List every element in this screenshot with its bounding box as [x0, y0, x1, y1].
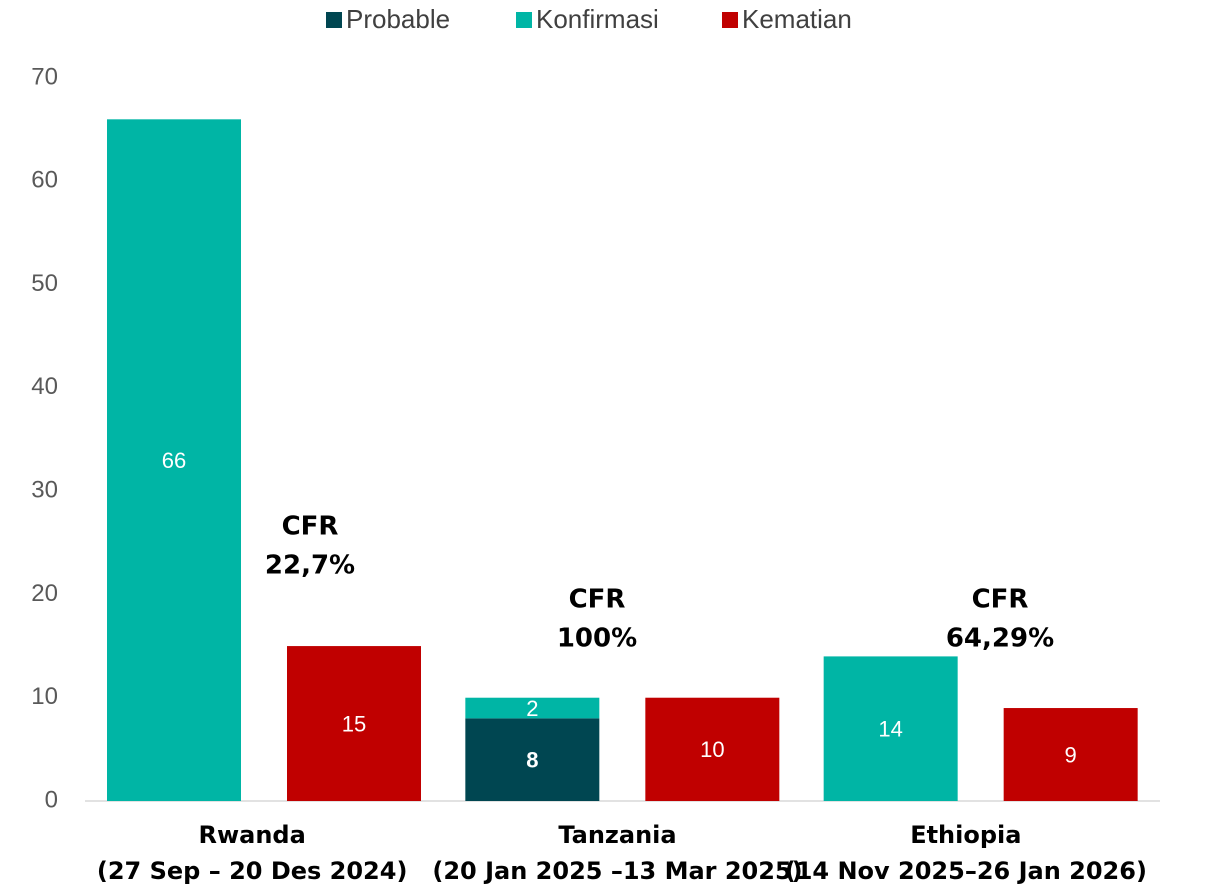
y-tick-label: 30: [31, 476, 58, 503]
y-tick-label: 40: [31, 373, 58, 400]
annotation: CFR: [972, 585, 1029, 615]
data-label: 9: [1065, 742, 1077, 767]
x-tick-label: Ethiopia: [910, 821, 1021, 849]
legend-label: Probable: [346, 4, 450, 34]
legend-label: Kematian: [742, 4, 852, 34]
y-tick-label: 70: [31, 63, 58, 90]
y-tick-label: 50: [31, 270, 58, 297]
annotation: 64,29%: [946, 624, 1054, 654]
data-label: 66: [162, 448, 186, 473]
annotation: 100%: [557, 624, 637, 654]
x-tick-label: (27 Sep – 20 Des 2024): [97, 857, 408, 885]
bar: [287, 646, 421, 801]
legend-swatch: [326, 12, 342, 28]
bar: [823, 656, 958, 801]
bar: [465, 697, 600, 719]
annotation: 22,7%: [265, 551, 355, 581]
legend-label: Konfirmasi: [536, 4, 659, 34]
y-tick-label: 60: [31, 167, 58, 194]
x-tick-label: Tanzania: [558, 821, 676, 849]
y-tick-label: 20: [31, 580, 58, 607]
data-label: 10: [700, 737, 724, 762]
annotation: CFR: [282, 512, 339, 542]
data-label: 15: [342, 711, 366, 736]
legend-swatch: [516, 12, 532, 28]
data-label: 8: [526, 747, 538, 772]
bar: [465, 718, 600, 801]
x-tick-label: (20 Jan 2025 –13 Mar 2025): [432, 857, 802, 885]
y-tick-label: 10: [31, 683, 58, 710]
x-tick-label: Rwanda: [199, 821, 306, 849]
annotation: CFR: [569, 585, 626, 615]
bar: [645, 697, 780, 801]
data-label: 2: [526, 696, 538, 721]
bar: [1003, 708, 1138, 801]
bar: [107, 119, 241, 802]
legend-swatch: [722, 12, 738, 28]
data-label: 14: [878, 717, 902, 742]
y-tick-label: 0: [45, 786, 58, 813]
x-tick-label: (14 Nov 2025–26 Jan 2026): [785, 857, 1147, 885]
